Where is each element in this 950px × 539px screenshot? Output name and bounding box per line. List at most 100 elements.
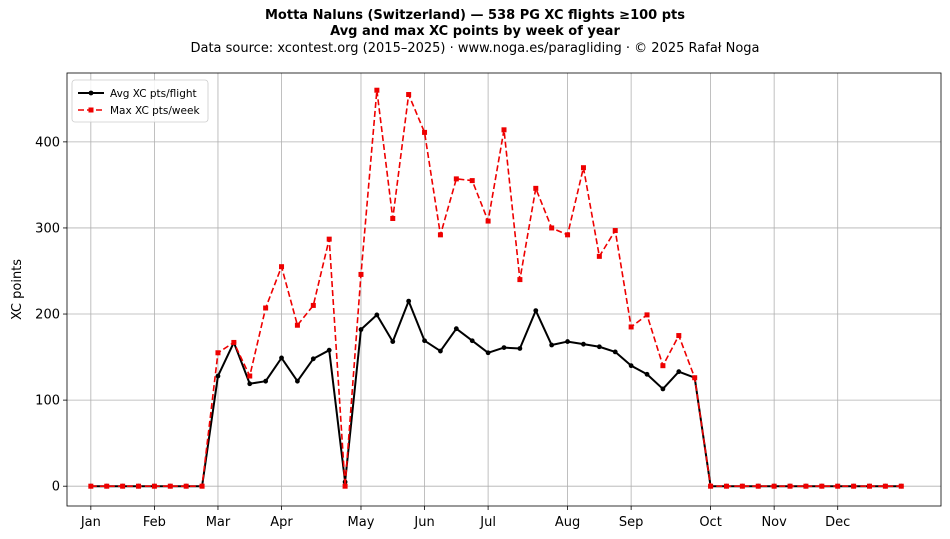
max-point xyxy=(660,363,666,369)
max-point xyxy=(231,339,237,345)
max-point xyxy=(263,305,269,311)
max-point xyxy=(517,277,523,283)
max-point xyxy=(723,483,729,489)
max-point xyxy=(739,483,745,489)
legend-label: Avg XC pts/flight xyxy=(110,88,197,100)
y-tick-label: 300 xyxy=(35,221,60,236)
max-point xyxy=(549,225,555,231)
avg-point xyxy=(453,326,459,332)
legend: Avg XC pts/flight Max XC pts/week xyxy=(71,79,209,123)
max-point xyxy=(136,483,142,489)
avg-point xyxy=(628,363,634,369)
legend-marker-circle xyxy=(88,90,94,96)
max-point xyxy=(358,271,364,277)
x-tick-label: Jun xyxy=(413,515,434,530)
max-point xyxy=(390,215,396,221)
series-max xyxy=(88,87,904,489)
max-point xyxy=(565,232,571,238)
max-point xyxy=(708,483,714,489)
max-point xyxy=(692,375,698,381)
avg-point xyxy=(438,348,443,354)
avg-point xyxy=(422,338,427,344)
avg-point xyxy=(279,355,284,361)
x-tick-label: Jan xyxy=(80,515,101,530)
max-point xyxy=(803,483,809,489)
max-point xyxy=(469,178,475,184)
max-point xyxy=(835,483,841,489)
x-tick-label: Aug xyxy=(555,515,580,530)
avg-point xyxy=(612,349,618,355)
x-tick-label: Mar xyxy=(206,515,231,530)
chart-titles: Motta Naluns (Switzerland) — 538 PG XC f… xyxy=(0,8,950,58)
grid-lines xyxy=(67,73,941,506)
avg-point xyxy=(295,378,300,384)
plot-frame xyxy=(66,72,942,507)
max-point xyxy=(422,129,428,135)
max-series-line xyxy=(90,89,902,488)
max-point xyxy=(501,127,507,133)
avg-point xyxy=(326,347,332,353)
max-point xyxy=(771,483,777,489)
max-point xyxy=(437,232,443,238)
max-point xyxy=(279,264,285,270)
max-point xyxy=(374,87,380,93)
x-tick-label: Sep xyxy=(619,515,644,530)
max-point xyxy=(898,483,904,489)
max-point xyxy=(183,483,189,489)
max-point xyxy=(787,483,793,489)
max-point xyxy=(406,92,412,98)
max-point xyxy=(644,312,650,318)
max-point xyxy=(882,483,888,489)
avg-point xyxy=(247,381,253,387)
max-point xyxy=(596,253,602,259)
max-point xyxy=(580,165,586,171)
avg-point xyxy=(263,378,269,384)
x-tick-label: Nov xyxy=(761,515,787,530)
max-point xyxy=(215,350,221,356)
avg-point xyxy=(533,308,539,313)
legend-box xyxy=(71,79,209,123)
max-point xyxy=(628,324,634,330)
chart-subtitle: Avg and max XC points by week of year xyxy=(330,24,620,39)
avg-point xyxy=(644,371,650,377)
avg-point xyxy=(485,350,491,356)
x-tick-label: May xyxy=(348,515,375,530)
max-point xyxy=(326,236,332,242)
avg-point xyxy=(596,344,602,350)
max-point xyxy=(104,483,110,489)
avg-point xyxy=(374,312,380,318)
max-point xyxy=(612,228,618,234)
max-point xyxy=(866,483,872,489)
avg-point xyxy=(215,373,221,379)
max-point xyxy=(676,333,682,339)
y-tick-label: 100 xyxy=(35,394,60,409)
avg-point xyxy=(676,369,682,375)
y-tick-label: 0 xyxy=(52,480,60,495)
max-point xyxy=(453,176,459,182)
max-point xyxy=(151,483,157,489)
max-point xyxy=(851,483,857,489)
avg-point xyxy=(549,342,555,348)
series-avg xyxy=(88,298,904,489)
max-point xyxy=(533,185,539,191)
avg-point xyxy=(390,339,396,344)
max-point xyxy=(310,302,316,308)
data-source-note: Data source: xcontest.org (2015–2025) · … xyxy=(190,41,760,56)
legend-label: Max XC pts/week xyxy=(110,105,200,117)
avg-point xyxy=(406,298,412,304)
avg-series-line xyxy=(90,300,902,488)
x-tick-label: Jul xyxy=(479,515,496,530)
x-tick-label: Oct xyxy=(699,515,721,530)
max-point xyxy=(819,483,825,489)
chart-title: Motta Naluns (Switzerland) — 538 PG XC f… xyxy=(265,8,685,23)
y-tick-label: 400 xyxy=(35,135,60,150)
max-point xyxy=(120,483,126,489)
max-point xyxy=(485,218,491,224)
avg-point xyxy=(517,346,523,351)
y-axis: 0 100 200 300 400 xyxy=(35,135,67,495)
x-tick-label: Apr xyxy=(270,515,293,530)
max-point xyxy=(342,483,348,489)
legend-marker-square xyxy=(88,107,94,113)
y-tick-label: 200 xyxy=(35,308,60,323)
x-tick-label: Dec xyxy=(825,515,850,530)
